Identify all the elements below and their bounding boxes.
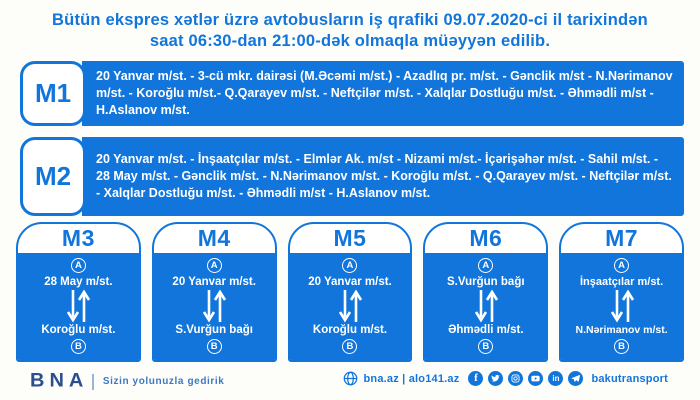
shuttle-cards-row: M3 A 28 May m/st. Koroğlu m/st. B M4 A 2… (16, 222, 684, 362)
route-card-m6: M6 A S.Vurğun bağı Əhmədli m/st. B (423, 222, 549, 362)
endpoint-a-icon: A (614, 258, 630, 273)
two-way-arrows-icon (607, 288, 637, 324)
footer-brand: BNA Sizin yolunuzla gedirik (30, 370, 224, 393)
footer-websites[interactable]: bna.az | alo141.az (363, 372, 460, 385)
telegram-icon[interactable] (568, 371, 584, 386)
route-description-m1: 20 Yanvar m/st. - 3-cü mkr. dairəsi (M.Ə… (82, 61, 684, 126)
route-card-title-m5: M5 (333, 225, 367, 251)
station-to: N.Nərimanov m/st. (575, 324, 668, 336)
route-row-m2: M2 20 Yanvar m/st. - İnşaatçılar m/st. -… (20, 137, 684, 216)
route-card-body-m7: A İnşaatçılar m/st. N.Nərimanov m/st. B (561, 253, 682, 360)
station-from: S.Vurğun bağı (447, 276, 525, 288)
route-card-m4: M4 A 20 Yanvar m/st. S.Vurğun bağı B (151, 222, 277, 362)
endpoint-b-icon: B (342, 339, 358, 354)
endpoint-a-icon: A (478, 258, 494, 273)
two-way-arrows-icon (199, 288, 229, 324)
route-card-title-m7: M7 (605, 225, 639, 251)
facebook-icon[interactable]: f (468, 371, 484, 386)
route-card-m3: M3 A 28 May m/st. Koroğlu m/st. B (16, 222, 141, 362)
endpoint-a-icon: A (70, 258, 86, 273)
route-card-m7: M7 A İnşaatçılar m/st. N.Nərimanov m/st.… (559, 222, 684, 362)
station-from: 20 Yanvar m/st. (308, 276, 392, 288)
route-stations-m1: 20 Yanvar m/st. - 3-cü mkr. dairəsi (M.Ə… (96, 69, 673, 117)
youtube-icon[interactable] (528, 371, 544, 386)
station-to: Əhmədli m/st. (448, 324, 524, 336)
endpoint-b-icon: B (478, 339, 494, 354)
route-card-body-m3: A 28 May m/st. Koroğlu m/st. B (18, 253, 139, 360)
station-from: 28 May m/st. (44, 276, 113, 288)
footer-tagline: Sizin yolunuzla gedirik (102, 376, 225, 387)
route-badge-m2: M2 (20, 137, 86, 216)
footer-contacts: bna.az | alo141.az f in bakutransport (343, 371, 668, 386)
two-way-arrows-icon (471, 288, 501, 324)
footer-divider (92, 373, 94, 390)
route-card-body-m5: A 20 Yanvar m/st. Koroğlu m/st. B (289, 253, 411, 360)
station-to: Koroğlu m/st. (41, 324, 116, 336)
station-from: İnşaatçılar m/st. (580, 276, 664, 288)
route-badge-m1: M1 (20, 61, 86, 126)
route-description-m2: 20 Yanvar m/st. - İnşaatçılar m/st. - El… (82, 137, 684, 216)
twitter-icon[interactable] (488, 371, 504, 386)
station-to: Koroğlu m/st. (312, 324, 388, 336)
footer-social-handle[interactable]: bakutransport (591, 372, 668, 385)
two-way-arrows-icon (335, 288, 365, 324)
route-card-m5: M5 A 20 Yanvar m/st. Koroğlu m/st. B (287, 222, 413, 362)
endpoint-a-icon: A (206, 258, 222, 273)
endpoint-a-icon: A (342, 258, 358, 273)
route-row-m1: M1 20 Yanvar m/st. - 3-cü mkr. dairəsi (… (20, 61, 684, 126)
instagram-icon[interactable] (508, 371, 524, 386)
route-card-body-m4: A 20 Yanvar m/st. S.Vurğun bağı B (153, 253, 275, 360)
two-way-arrows-icon (63, 288, 93, 324)
endpoint-b-icon: B (206, 339, 222, 354)
route-card-body-m6: A S.Vurğun bağı Əhmədli m/st. B (425, 253, 547, 360)
bna-logo: BNA (30, 370, 89, 392)
route-card-title-m6: M6 (469, 225, 503, 251)
linkedin-icon[interactable]: in (548, 371, 564, 386)
endpoint-b-icon: B (70, 339, 86, 354)
globe-icon (343, 371, 358, 386)
station-to: S.Vurğun bağı (175, 324, 253, 336)
route-card-title-m4: M4 (197, 225, 231, 251)
route-card-title-m3: M3 (61, 225, 95, 251)
page-title: Bütün ekspres xətlər üzrə avtobusların i… (52, 11, 648, 50)
endpoint-b-icon: B (614, 339, 630, 354)
station-from: 20 Yanvar m/st. (172, 276, 256, 288)
route-stations-m2: 20 Yanvar m/st. - İnşaatçılar m/st. - El… (96, 152, 672, 200)
